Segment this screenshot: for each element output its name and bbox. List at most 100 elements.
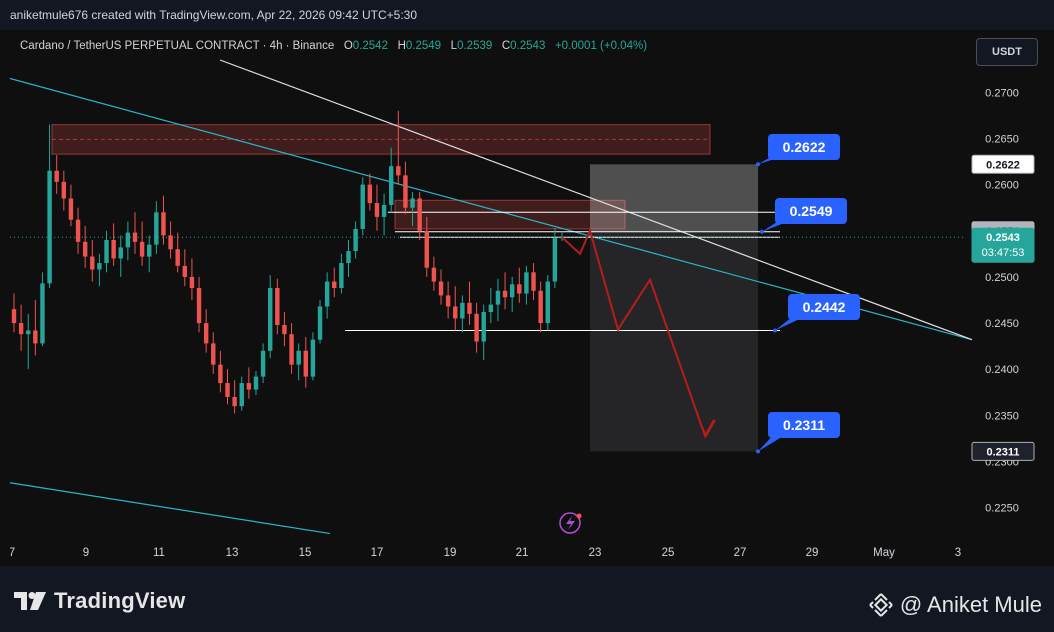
target-zone — [590, 231, 758, 452]
projection-arrowhead — [699, 419, 716, 438]
candle-body — [388, 166, 394, 205]
high-value: 0.2549 — [405, 40, 442, 52]
candle-body — [381, 204, 387, 217]
candle-body — [253, 376, 259, 390]
candle-body — [509, 284, 515, 298]
callout-box — [768, 134, 840, 160]
candle-body — [445, 295, 451, 307]
y-tick-label: 0.2450 — [985, 318, 1019, 330]
y-tick-label: 0.2400 — [985, 364, 1019, 376]
callout-label: 0.2622 — [783, 139, 826, 155]
candle-body — [332, 281, 337, 288]
chart-area[interactable]: 0.2622 0.2549 0.2442 0.2311 0.2700 0.2650 0.26… — [10, 30, 1044, 566]
x-tick-label: 9 — [83, 547, 89, 559]
candle-body — [339, 263, 344, 288]
candle-body — [18, 323, 24, 335]
candle-body — [424, 230, 429, 268]
binance-logo-icon — [869, 593, 893, 617]
candle-body — [481, 312, 486, 342]
lower-channel-line — [10, 482, 331, 535]
author-watermark: @ Aniket Mule — [868, 592, 1042, 618]
close-value: 0.2543 — [510, 40, 546, 52]
candle-body — [324, 281, 330, 307]
candle-body — [175, 249, 180, 266]
candle-body — [353, 228, 358, 252]
tradingview-logo[interactable]: TradingView — [14, 588, 185, 614]
low-value: 0.2539 — [457, 40, 493, 52]
candle-body — [139, 241, 145, 257]
callout-box — [768, 412, 840, 438]
candle-body — [168, 235, 173, 250]
axis-price-tag-label: 0.2311 — [986, 446, 1019, 458]
candle-body — [410, 198, 415, 208]
candle-body — [211, 343, 216, 365]
candle-body — [296, 350, 301, 365]
brand-name: TradingView — [54, 588, 186, 613]
candle-body — [538, 290, 543, 324]
candle-body — [488, 304, 494, 312]
callout-box — [788, 294, 860, 320]
price-chart[interactable]: 0.2622 0.2549 0.2442 0.2311 0.2700 0.2650 0.26… — [10, 30, 1044, 566]
candle-body — [225, 383, 230, 397]
x-tick-label: 27 — [734, 547, 747, 559]
callout-anchor — [760, 229, 764, 234]
axis-price-tag — [971, 227, 1035, 263]
lightning-icon — [559, 512, 581, 534]
candle-body — [545, 281, 550, 324]
axis-price-tag — [971, 154, 1035, 174]
candle-body — [11, 309, 17, 324]
callout-label: 0.2549 — [790, 203, 833, 219]
footer: TradingView @ Aniket Mule — [0, 566, 1054, 632]
low-label: L — [450, 40, 458, 52]
x-tick-label: 19 — [444, 547, 457, 559]
x-tick-label: 3 — [955, 547, 961, 559]
candle-body — [189, 276, 195, 288]
callout-anchor — [756, 162, 760, 167]
candle-body — [75, 219, 81, 242]
candle-body — [374, 203, 380, 217]
candle-body — [282, 324, 287, 335]
candle-body — [54, 170, 59, 182]
candle-body — [82, 241, 88, 257]
x-tick-label: 17 — [371, 547, 384, 559]
candle-body — [453, 306, 458, 319]
candle-body — [132, 232, 138, 242]
candle-body — [552, 238, 558, 282]
axis-price-tag — [971, 441, 1035, 461]
candle-body — [396, 166, 401, 176]
candle-body — [310, 339, 316, 377]
candle-body — [275, 288, 280, 325]
symbol-legend: Cardano / TetherUS PERPETUAL CONTRACT · … — [20, 40, 647, 52]
callout-pointer — [758, 432, 790, 452]
y-tick-label: 0.2350 — [985, 410, 1019, 422]
candle-body — [303, 350, 308, 377]
candle-body — [289, 334, 294, 365]
stop-loss-zone — [590, 164, 758, 232]
candle-body — [460, 302, 465, 319]
candle-body — [467, 302, 472, 314]
candle-body — [502, 290, 508, 298]
x-tick-label: 21 — [516, 547, 529, 559]
callout-anchor — [756, 449, 760, 454]
candle-body — [90, 256, 95, 270]
currency-button[interactable]: USDT — [976, 38, 1038, 66]
y-tick-label: 0.2500 — [985, 272, 1019, 284]
candle-body — [360, 184, 365, 229]
candle-body — [346, 251, 351, 264]
candle-body — [104, 240, 109, 264]
candle-body — [111, 240, 116, 259]
candle-body — [403, 175, 408, 208]
candle-body — [524, 272, 529, 294]
lightning-bolt-icon — [566, 516, 575, 530]
x-tick-label: 15 — [299, 547, 312, 559]
candle-body — [154, 212, 159, 245]
candle-body — [196, 288, 202, 324]
y-tick-label: 0.2250 — [985, 503, 1019, 515]
callout-label: 0.2442 — [803, 299, 846, 315]
candle-body — [232, 396, 237, 407]
tradingview-logo-icon — [14, 592, 46, 610]
candle-body — [33, 330, 38, 344]
author-name: @ Aniket Mule — [899, 592, 1042, 617]
y-tick-label: 0.2650 — [985, 133, 1019, 145]
candle-body — [161, 212, 166, 236]
